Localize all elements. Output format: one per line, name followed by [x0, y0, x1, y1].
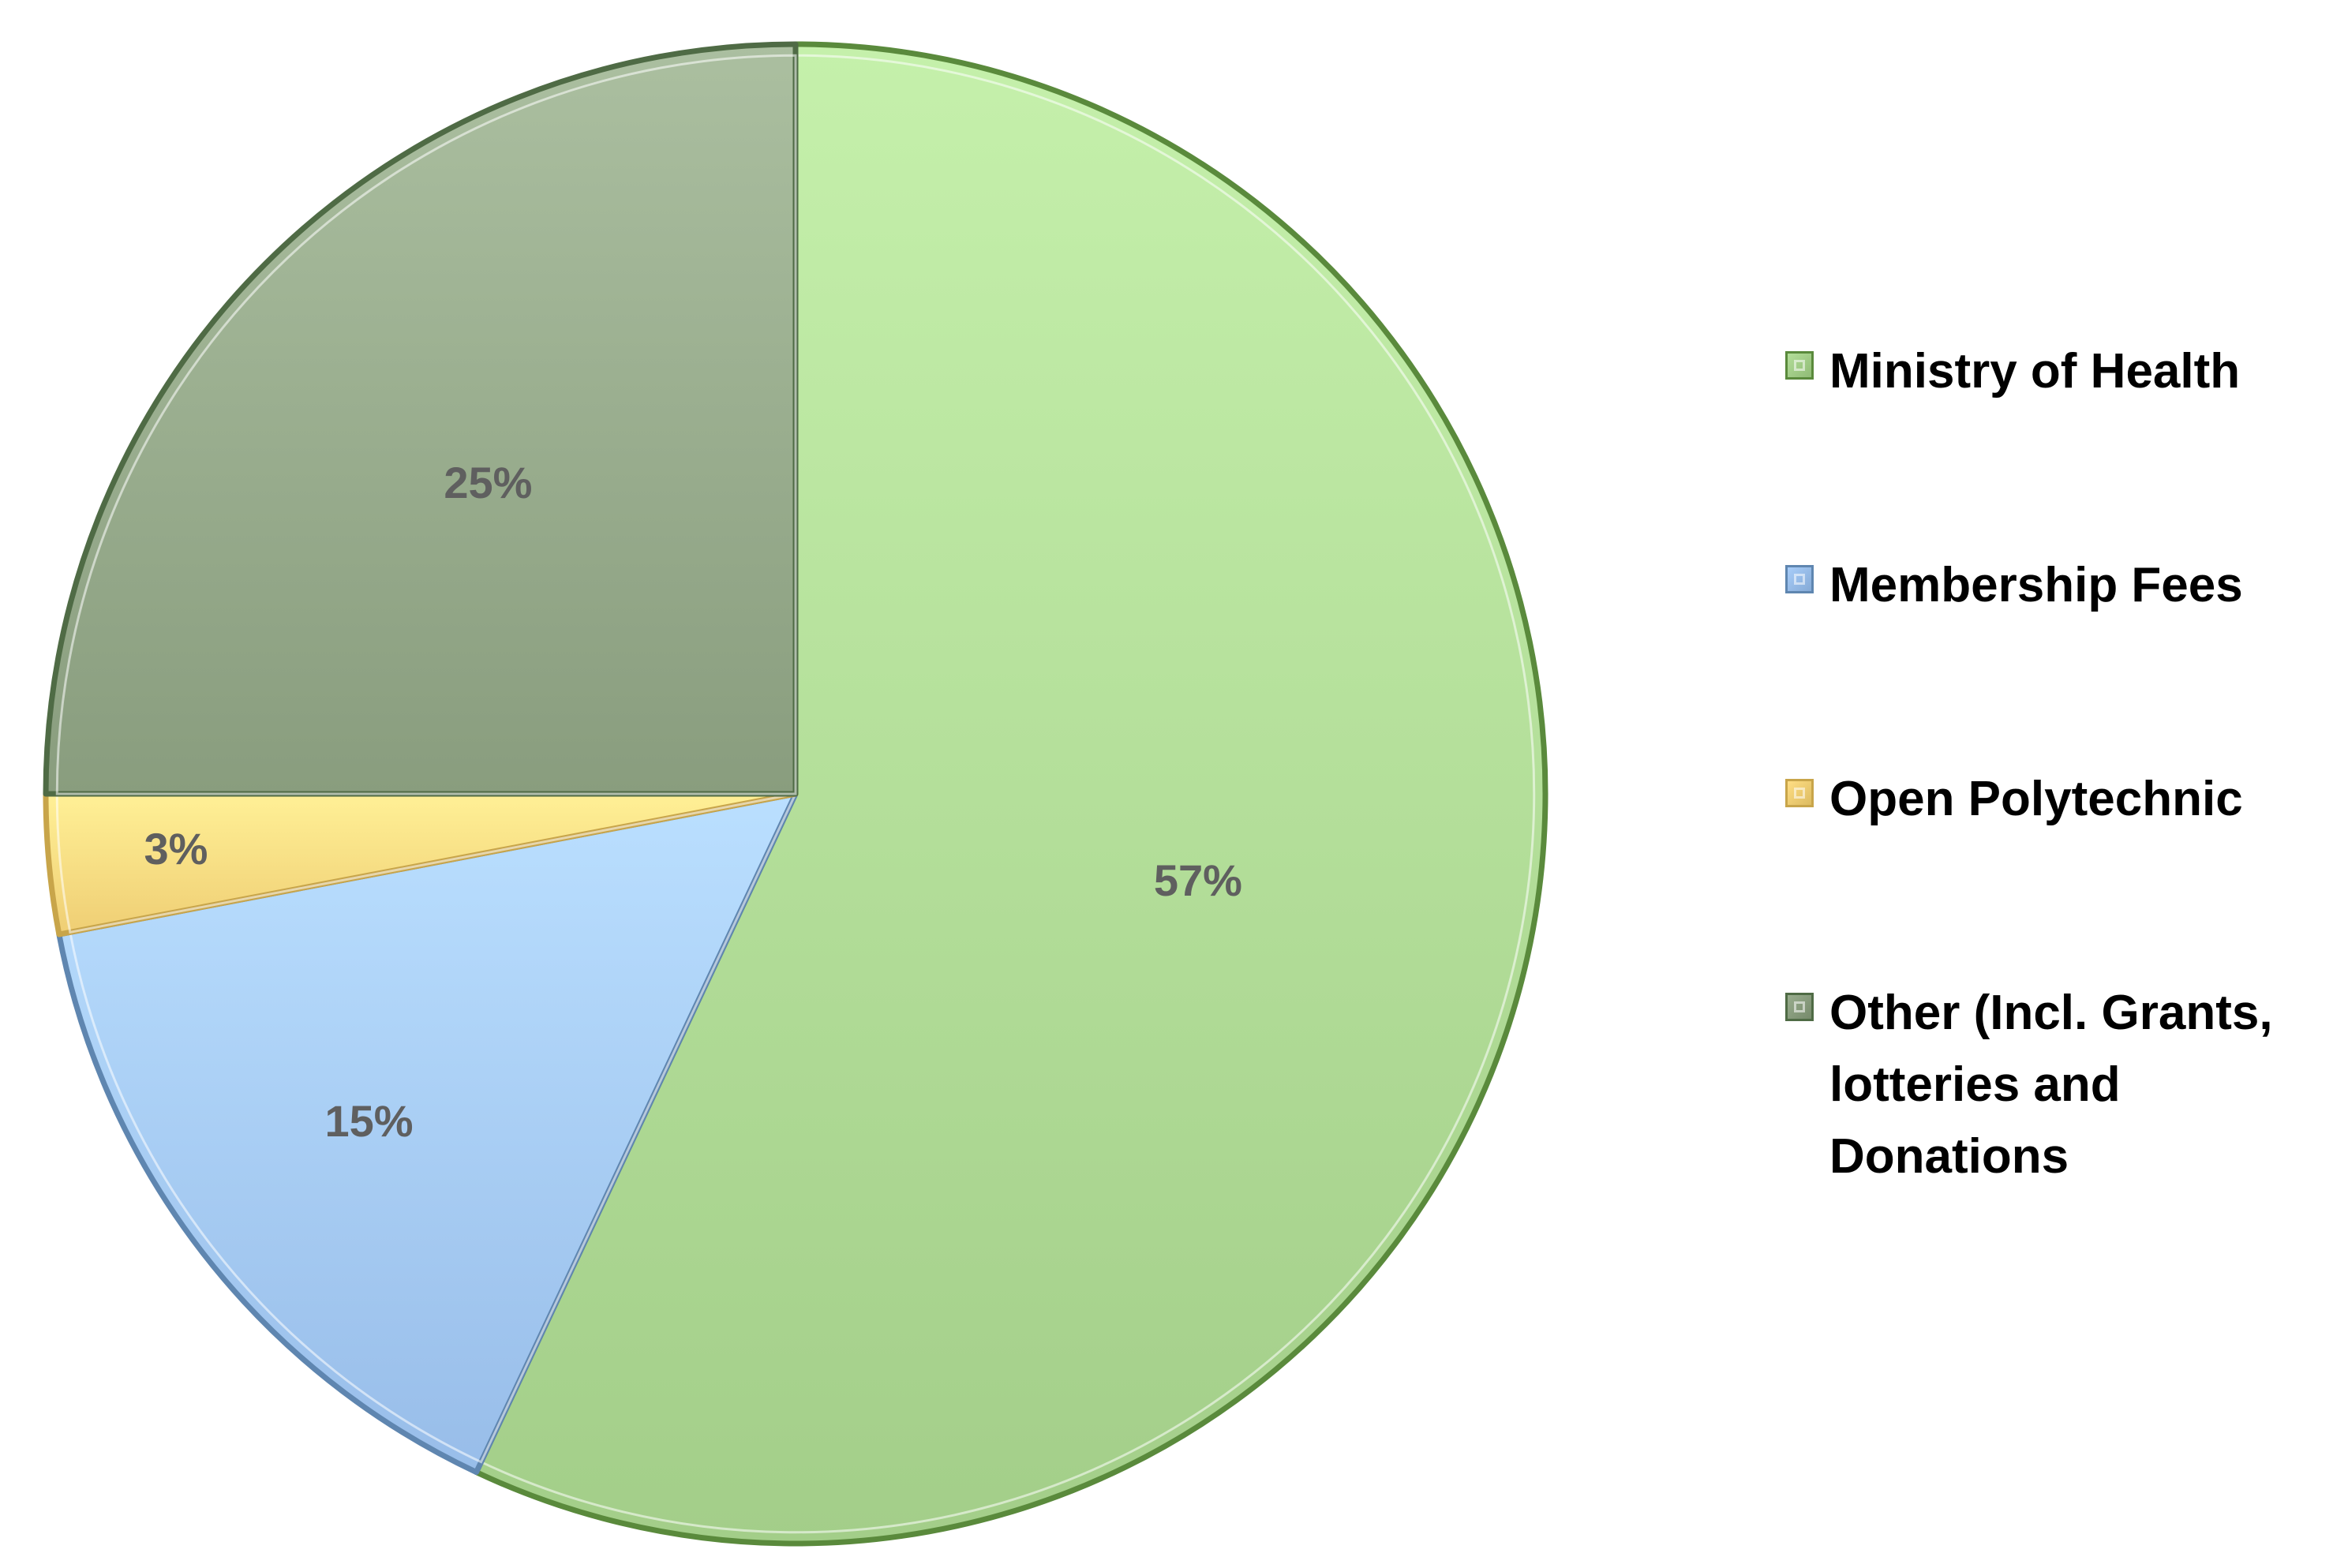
data-label-open-polytechnic: 3% [144, 824, 208, 874]
pie-slice-other [43, 41, 799, 797]
legend-item-membership-fees: Membership Fees [1785, 549, 2338, 621]
labels-layer: 57% 15% 3% 25% [144, 458, 1242, 1146]
pie-slice-membership-fees [56, 791, 799, 1476]
pie-slice-ministry-of-health [474, 41, 1548, 1547]
pie-slice-group-ministry-of-health [474, 41, 1548, 1547]
legend-item-ministry-of-health: Ministry of Health [1785, 335, 2338, 407]
data-label-membership-fees: 15% [324, 1096, 413, 1146]
pie-slice-group-other [43, 41, 799, 797]
legend-item-other: Other (Incl. Grants, lotteries and Donat… [1785, 977, 2338, 1192]
pie-slice-group-membership-fees [56, 791, 799, 1476]
legend-swatch-open-polytechnic [1785, 779, 1814, 807]
legend-label-ministry-of-health: Ministry of Health [1829, 344, 2241, 399]
legend-swatch-membership-fees [1785, 565, 1814, 593]
pie-slice-bevel-membership-fees [69, 792, 798, 1464]
legend-label-open-polytechnic: Open Polytechnic [1829, 772, 2243, 826]
legend-label-other: Other (Incl. Grants, lotteries and Donat… [1829, 986, 2273, 1184]
legend: Ministry of Health Membership Fees Open Po… [1785, 335, 2338, 1192]
slices-layer [43, 41, 1548, 1547]
pie-slice-bevel-other [55, 54, 797, 795]
legend-swatch-ministry-of-health [1785, 351, 1814, 380]
data-label-other: 25% [444, 458, 532, 507]
data-label-ministry-of-health: 57% [1154, 855, 1242, 905]
legend-item-open-polytechnic: Open Polytechnic [1785, 763, 2338, 835]
legend-label-membership-fees: Membership Fees [1829, 558, 2243, 612]
pie-slice-bevel-ministry-of-health [479, 54, 1536, 1534]
legend-swatch-other [1785, 993, 1814, 1021]
